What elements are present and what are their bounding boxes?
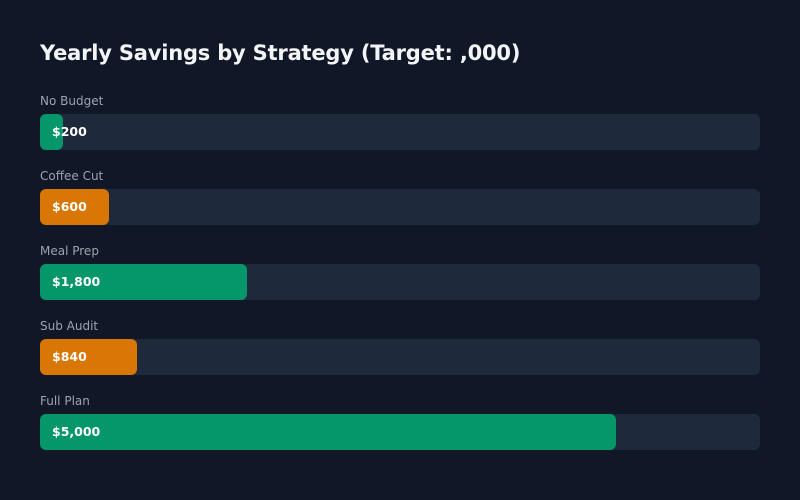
bar-value-label: $5,000	[52, 424, 101, 439]
bar-value-label: $600	[52, 199, 87, 214]
bar-value-label: $1,800	[52, 274, 101, 289]
category-label: Meal Prep	[40, 244, 99, 258]
bar-row: No Budget $200	[40, 93, 760, 168]
chart-title: Yearly Savings by Strategy (Target: ,000…	[40, 41, 521, 65]
bar-track: $1,800	[40, 264, 760, 300]
bar-fill	[40, 264, 247, 300]
bar-fill	[40, 114, 63, 150]
category-label: No Budget	[40, 94, 104, 108]
bar-row: Meal Prep $1,800	[40, 243, 760, 318]
bar-track: $200	[40, 114, 760, 150]
bar-fill	[40, 189, 109, 225]
bar-row: Full Plan $5,000	[40, 393, 760, 468]
category-label: Full Plan	[40, 394, 90, 408]
bar-track: $5,000	[40, 414, 760, 450]
bar-row: Sub Audit $840	[40, 318, 760, 393]
category-label: Coffee Cut	[40, 169, 104, 183]
bar-value-label: $840	[52, 349, 87, 364]
bar-value-label: $200	[52, 124, 87, 139]
bar-fill	[40, 339, 137, 375]
bar-rows: No Budget $200 Coffee Cut $600 Meal Prep $1,8…	[40, 93, 760, 468]
bar-fill	[40, 414, 616, 450]
bar-track: $840	[40, 339, 760, 375]
bar-track: $600	[40, 189, 760, 225]
category-label: Sub Audit	[40, 319, 99, 333]
bar-row: Coffee Cut $600	[40, 168, 760, 243]
